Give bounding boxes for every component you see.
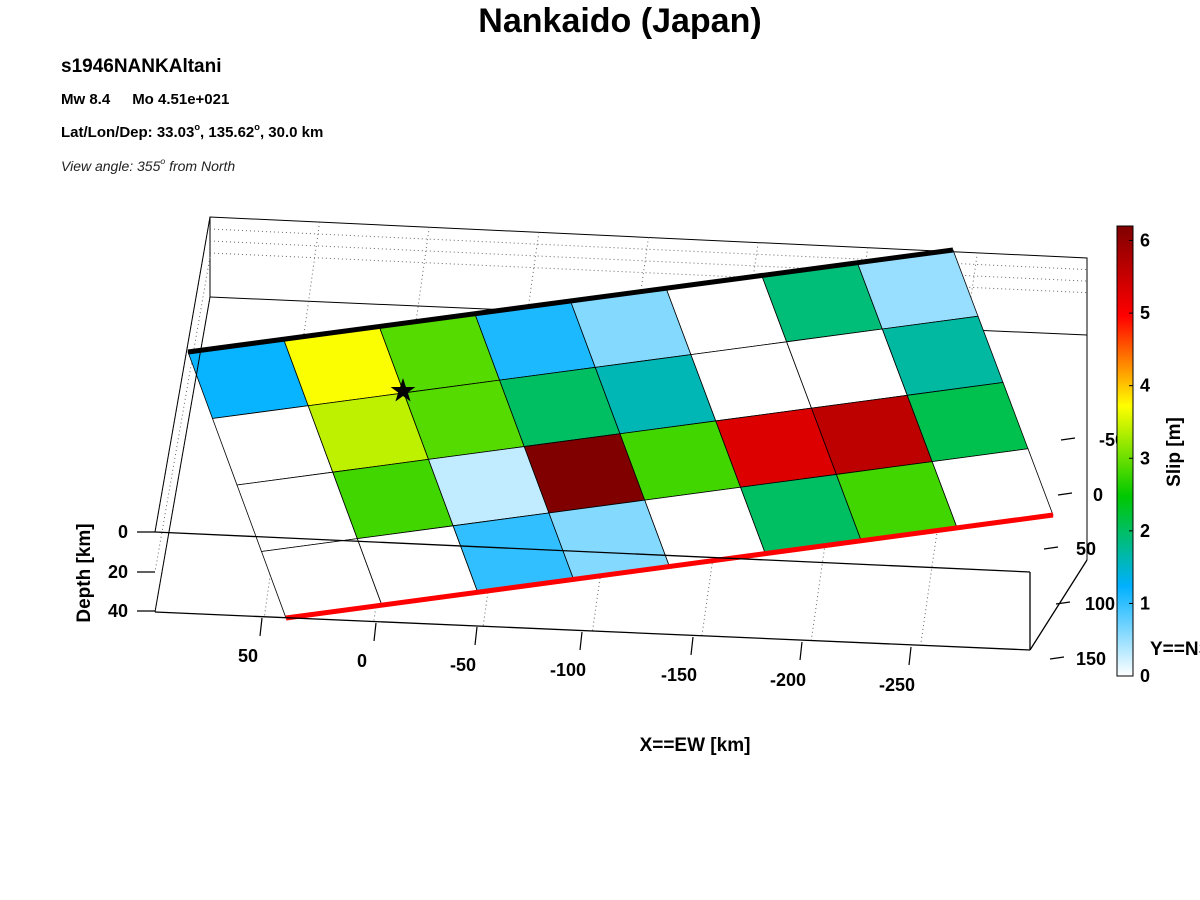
y-axis-label: Y==NS [km] <box>1150 639 1200 660</box>
x-tick-label: 50 <box>238 646 258 666</box>
y-tick-label: 50 <box>1076 539 1096 559</box>
chart-title: Nankaido (Japan) <box>478 2 762 40</box>
colorbar-tick-label: 4 <box>1140 376 1150 396</box>
view-angle-line: View angle: 355o from North <box>61 156 236 174</box>
z-tick-label: 20 <box>108 562 128 582</box>
dep-text: , 30.0 km <box>259 124 324 141</box>
x-tick-mark <box>579 631 583 651</box>
lat-lon-dep-line: Lat/Lon/Dep: 33.03o, 135.62o, 30.0 km <box>61 122 324 141</box>
colorbar-tick-label: 1 <box>1140 593 1150 613</box>
view-suffix-text: from North <box>165 158 236 174</box>
box-edge <box>1029 559 1088 651</box>
grid-line <box>154 256 211 573</box>
colorbar-tick-label: 2 <box>1140 521 1150 541</box>
mw-value: Mw 8.4 <box>61 91 111 108</box>
x-tick-label: -100 <box>550 660 586 680</box>
colorbar-scale <box>1116 225 1134 677</box>
box-edge <box>154 531 1031 573</box>
y-tick-mark <box>1043 546 1059 550</box>
x-tick-label: -200 <box>770 670 806 690</box>
magnitude-line: Mw 8.4 Mo 4.51e+021 <box>61 91 229 108</box>
lat-text: Lat/Lon/Dep: 33.03 <box>61 124 195 141</box>
event-id: s1946NANKAltani <box>61 56 222 77</box>
z-tick-label: 40 <box>108 601 128 621</box>
box-edge <box>154 216 211 533</box>
x-tick-mark <box>474 626 478 646</box>
degree-mark: o <box>254 122 260 133</box>
y-tick-label: 0 <box>1093 485 1103 505</box>
y-tick-label: 100 <box>1085 594 1115 614</box>
x-tick-mark <box>690 636 694 656</box>
colorbar-tick-label: 3 <box>1140 448 1150 468</box>
x-tick-label: 0 <box>357 651 367 671</box>
fault-top-edge <box>187 247 954 355</box>
x-tick-label: -50 <box>450 655 476 675</box>
colorbar-tick-label: 6 <box>1140 231 1150 251</box>
x-axis-label: X==EW [km] <box>640 735 751 756</box>
axes-box-front <box>154 216 1088 651</box>
box-edge <box>154 296 211 613</box>
colorbar: 0 1 2 3 4 5 6 <box>1116 225 1150 686</box>
degree-mark: o <box>194 122 201 133</box>
fault-bottom-edge <box>285 512 1054 621</box>
x-tick-mark <box>373 622 377 642</box>
axis-labels: X==EW [km] Y==NS [km] Depth [km] Slip [m] <box>74 417 1200 756</box>
z-tick-label: 0 <box>118 522 128 542</box>
box-edge <box>154 611 1031 651</box>
degree-mark: o <box>160 156 166 167</box>
z-axis-label: Depth [km] <box>74 523 95 622</box>
y-tick-label: 150 <box>1076 649 1106 669</box>
colorbar-tick-label: 5 <box>1140 303 1150 323</box>
y-tick-mark <box>1055 601 1071 605</box>
y-tick-mark <box>1049 656 1065 660</box>
mo-value: Mo 4.51e+021 <box>132 91 230 108</box>
colorbar-tick-label: 0 <box>1140 666 1150 686</box>
x-tick-mark <box>799 641 803 661</box>
fault-patches <box>187 247 1054 621</box>
x-tick-label: -250 <box>879 675 915 695</box>
colorbar-label: Slip [m] <box>1164 417 1185 487</box>
y-tick-mark <box>1060 437 1076 441</box>
y-tick-mark <box>1057 492 1073 496</box>
view-text: View angle: 355 <box>61 158 161 174</box>
x-tick-label: -150 <box>661 665 697 685</box>
x-tick-mark <box>259 617 263 637</box>
lon-text: , 135.62 <box>200 124 255 141</box>
hypocenter-star-icon <box>390 378 416 402</box>
x-tick-mark <box>908 646 912 666</box>
